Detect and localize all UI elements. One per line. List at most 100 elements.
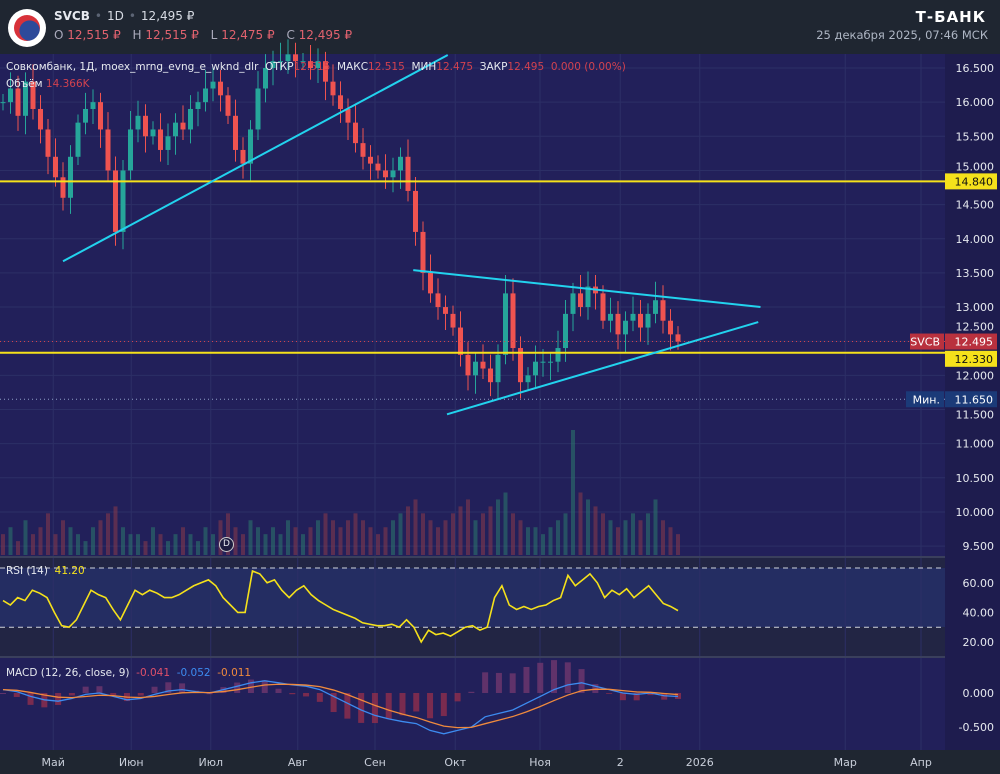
candle [248,129,253,164]
price-tick-label: 16.000 [956,96,995,109]
time-tick-label: Июл [198,756,223,769]
macd-histogram-bar [578,669,585,693]
min-price-label: 11.650 [955,393,994,406]
volume-bar [541,534,545,555]
volume-bar [458,506,463,555]
macd-histogram-bar [564,662,571,693]
header: SVCB • 1D • 12,495 ₽ O 12,515 ₽ H 12,515 ₽ L… [0,0,1000,54]
trendline [413,269,761,309]
volume-bar [586,499,590,555]
macd-histogram-bar [427,693,434,719]
volume-bar [578,492,583,555]
candle [360,143,366,157]
volume-bar [38,527,43,555]
candle [225,95,231,116]
macd-histogram-bar [316,693,323,702]
volume-bar [368,527,373,555]
candle [668,320,673,335]
volume-bar [188,534,193,555]
candle [675,334,681,342]
legend-high: 12.515 [368,61,405,73]
candle [83,108,88,123]
macd-histogram-bar [55,693,62,705]
volume-bar [518,520,523,555]
brand-logo: Т-БАНК [915,8,986,26]
candle [615,313,621,335]
volume-bar [331,520,335,555]
macd-histogram-bar [633,693,640,701]
macd-legend: MACD (12, 26, close, 9) -0.041 -0.052 -0… [6,667,251,679]
open-key: O [54,28,64,42]
volume-bar [571,430,575,555]
rsi-tick-label: 40.00 [963,606,995,619]
dividend-marker[interactable]: D [219,537,234,552]
macd-histogram-bar [261,680,268,693]
macd-histogram-bar [495,672,502,693]
candle [98,102,103,130]
price-tick-label: 10.000 [956,506,995,519]
price-tick-label: 9.500 [963,540,995,553]
macd-value: -0.052 [176,667,211,679]
candle [233,115,238,150]
main-legend: Совкомбанк, 1Д, moex_mrng_evng_e_wknd_dl… [6,61,626,73]
macd-histogram-bar [551,660,558,693]
volume-bar [668,527,673,555]
volume-bar [353,513,358,555]
candle [540,361,546,363]
volume-bar [68,527,73,555]
volume-bar [346,520,350,555]
volume-bar [593,506,598,555]
volume-bar [338,527,343,555]
candle [390,170,396,178]
volume-bar [121,527,125,555]
candle [435,293,441,308]
candle [45,129,51,157]
last-price-label: 12.495 [955,336,994,349]
candle [660,300,666,321]
candle [443,307,448,314]
volume-bar [158,534,163,555]
macd-histogram-bar [399,693,406,716]
datetime: 25 декабря 2025, 07:46 МСК [816,28,988,42]
candle [38,108,43,130]
last-price-label-bg [945,333,997,350]
candle [240,149,246,164]
candle [90,102,96,109]
candle [623,320,628,335]
macd-histogram-bar [27,693,34,705]
candle [510,293,516,349]
volume-bar [323,513,328,555]
price-tick-label: 12.000 [956,369,995,382]
interval[interactable]: 1D [106,9,124,23]
macd-histogram-bar [468,691,475,693]
volume-bar [631,513,635,555]
candle [0,102,6,104]
volume-bar [526,527,530,555]
volume-bar [376,534,380,555]
macd-histogram-bar [358,693,365,723]
candle [143,115,148,137]
time-tick-label: Апр [910,756,932,769]
level-label-bg [945,173,997,190]
volume-bar [301,534,305,555]
volume-bar [661,520,665,555]
candle [120,170,126,232]
candle [585,286,591,308]
price-tick-label: 15.500 [956,130,995,143]
macd-histogram-bar [606,693,613,694]
candle [518,348,523,383]
macd-label: MACD (12, 26, close, 9) [6,667,130,679]
macd-histogram-bar [275,688,282,693]
candle [203,88,208,103]
candle [270,61,276,68]
candle [578,293,583,308]
volume-bar [241,534,245,555]
macd-pane [0,658,945,750]
symbol[interactable]: SVCB [54,9,90,23]
candle [263,68,268,89]
volume-bar [473,520,478,555]
time-tick-label: Июн [119,756,144,769]
volume-bar [481,513,485,555]
rsi-tick-label: 60.00 [963,577,995,590]
